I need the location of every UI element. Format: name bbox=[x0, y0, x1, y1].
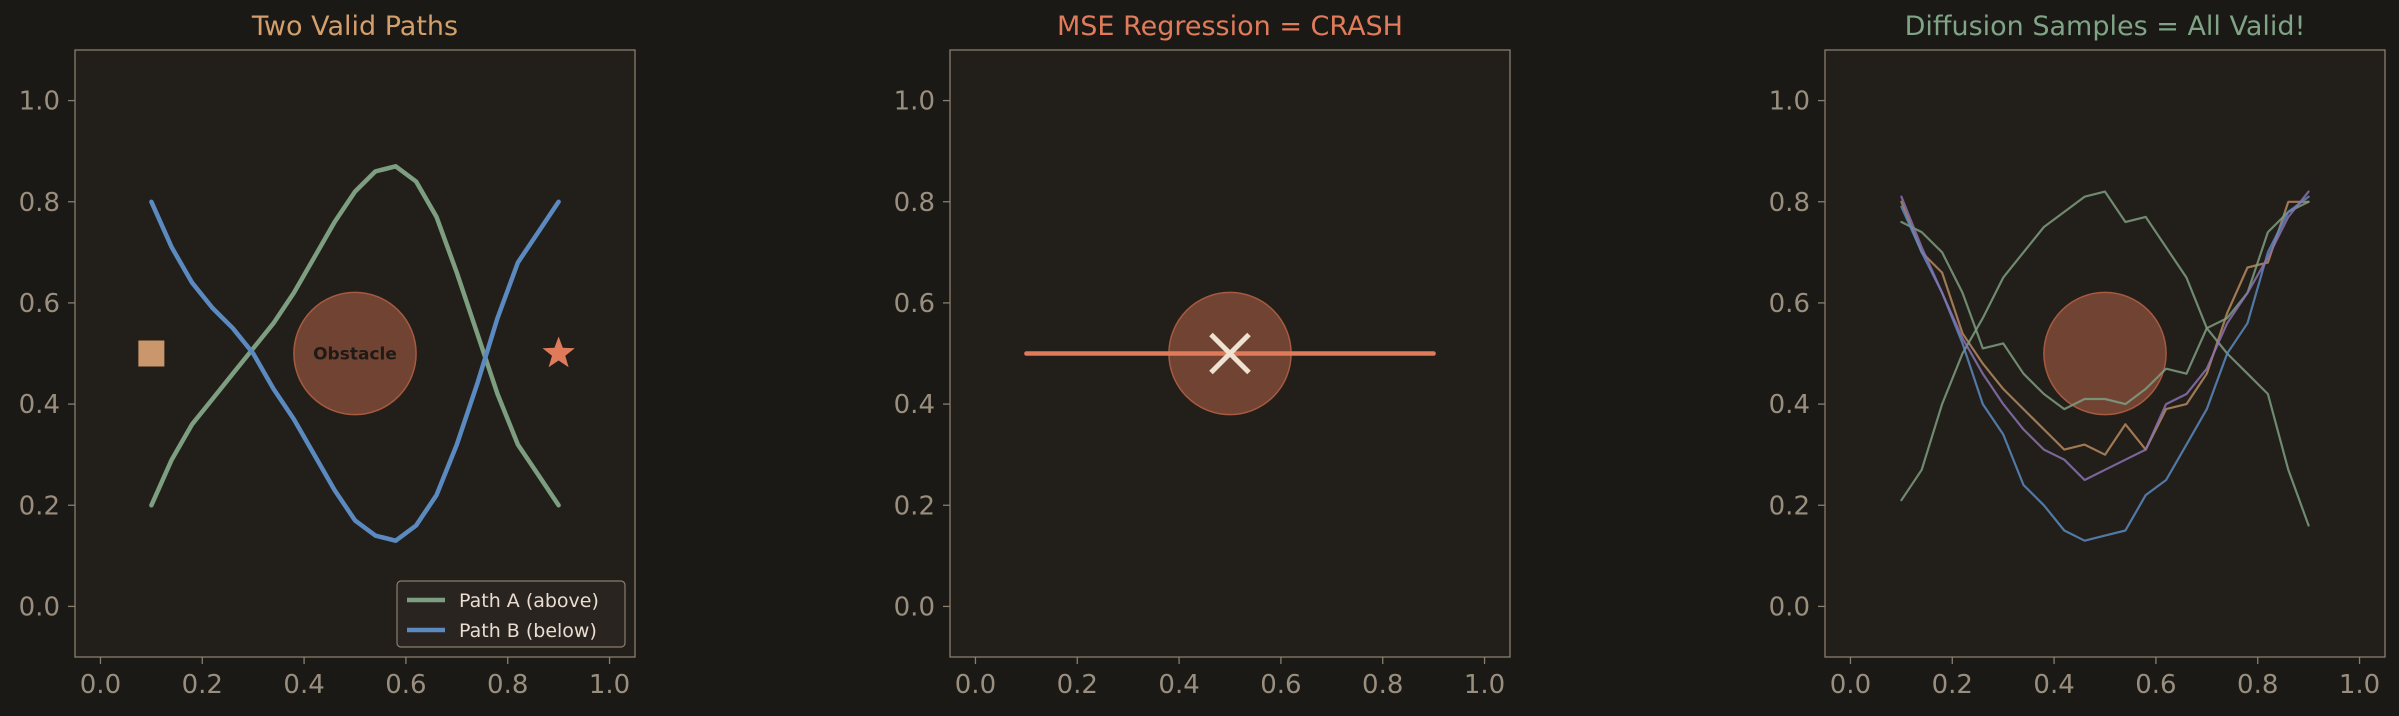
axes-frame bbox=[949, 49, 1511, 658]
series-line-5 bbox=[1900, 190, 2310, 482]
y-tick-label: 0.4 bbox=[894, 390, 935, 420]
x-tick-label: 0.6 bbox=[2135, 670, 2176, 700]
y-tick-label: 0.0 bbox=[1769, 592, 1810, 622]
chart-panel-3: Diffusion Samples = All Valid! 0.0 0.2 0.4 0… bbox=[1769, 11, 2386, 700]
x-tick-label: 0.6 bbox=[1260, 670, 1301, 700]
chart-title: Two Valid Paths bbox=[251, 11, 458, 42]
y-tick-label: 0.0 bbox=[19, 592, 60, 622]
chart-panel-1: Two Valid Paths 0.0 0.2 0.4 0.6 0.8 1.0 0.0 0.2 0… bbox=[19, 11, 636, 700]
goal-marker bbox=[542, 336, 575, 368]
x-tick-label: 0.2 bbox=[1057, 670, 1098, 700]
y-tick-label: 0.8 bbox=[19, 188, 60, 218]
y-tick-label: 0.2 bbox=[894, 491, 935, 521]
chart-title: Diffusion Samples = All Valid! bbox=[1905, 11, 2306, 42]
y-tick-label: 1.0 bbox=[1769, 87, 1810, 117]
axes-frame bbox=[1824, 49, 2386, 658]
series-line-3 bbox=[1900, 190, 2310, 527]
legend-label: Path A (above) bbox=[459, 590, 599, 612]
series-line-path-b-below bbox=[149, 199, 561, 543]
y-tick-label: 0.6 bbox=[19, 289, 60, 319]
x-tick-label: 1.0 bbox=[589, 670, 630, 700]
obstacle-circle bbox=[293, 291, 417, 416]
x-tick-label: 1.0 bbox=[1464, 670, 1505, 700]
x-tick-label: 0.4 bbox=[2033, 670, 2074, 700]
axes-frame bbox=[74, 49, 636, 658]
y-tick-label: 0.0 bbox=[894, 592, 935, 622]
y-tick-label: 0.6 bbox=[1769, 289, 1810, 319]
x-tick-label: 0.4 bbox=[283, 670, 324, 700]
y-tick-label: 0.2 bbox=[19, 491, 60, 521]
series-line-4 bbox=[1900, 195, 2310, 542]
panels: Two Valid Paths 0.0 0.2 0.4 0.6 0.8 1.0 0.0 0.2 0… bbox=[19, 11, 2386, 700]
y-tick-label: 0.4 bbox=[1769, 390, 1810, 420]
x-tick-label: 0.0 bbox=[1830, 670, 1871, 700]
obstacle-label: Obstacle bbox=[313, 345, 397, 365]
x-tick-label: 0.8 bbox=[487, 670, 528, 700]
x-tick-label: 0.4 bbox=[1158, 670, 1199, 700]
x-tick-label: 1.0 bbox=[2339, 670, 2380, 700]
y-tick-label: 1.0 bbox=[894, 87, 935, 117]
x-tick-label: 0.0 bbox=[80, 670, 121, 700]
y-tick-label: 0.8 bbox=[1769, 188, 1810, 218]
legend-label: Path B (below) bbox=[459, 620, 597, 642]
x-tick-label: 0.2 bbox=[182, 670, 223, 700]
y-tick-label: 0.2 bbox=[1769, 491, 1810, 521]
x-tick-label: 0.6 bbox=[385, 670, 426, 700]
legend: Path A (above) Path B (below) bbox=[396, 580, 626, 648]
crash-marker bbox=[1209, 332, 1251, 375]
start-marker bbox=[138, 340, 165, 367]
chart-title: MSE Regression = CRASH bbox=[1057, 11, 1403, 42]
x-tick-label: 0.2 bbox=[1932, 670, 1973, 700]
y-tick-label: 0.4 bbox=[19, 390, 60, 420]
y-tick-label: 1.0 bbox=[19, 87, 60, 117]
x-tick-label: 0.0 bbox=[955, 670, 996, 700]
legend-box bbox=[396, 580, 626, 648]
chart-panel-2: MSE Regression = CRASH 0.0 0.2 0.4 0.6 0.8 1.0… bbox=[894, 11, 1511, 700]
obstacle-circle bbox=[2043, 291, 2167, 416]
x-tick-label: 0.8 bbox=[1362, 670, 1403, 700]
x-tick-label: 0.8 bbox=[2237, 670, 2278, 700]
y-tick-label: 0.8 bbox=[894, 188, 935, 218]
y-tick-label: 0.6 bbox=[894, 289, 935, 319]
series-line-path-a-above bbox=[149, 164, 561, 508]
